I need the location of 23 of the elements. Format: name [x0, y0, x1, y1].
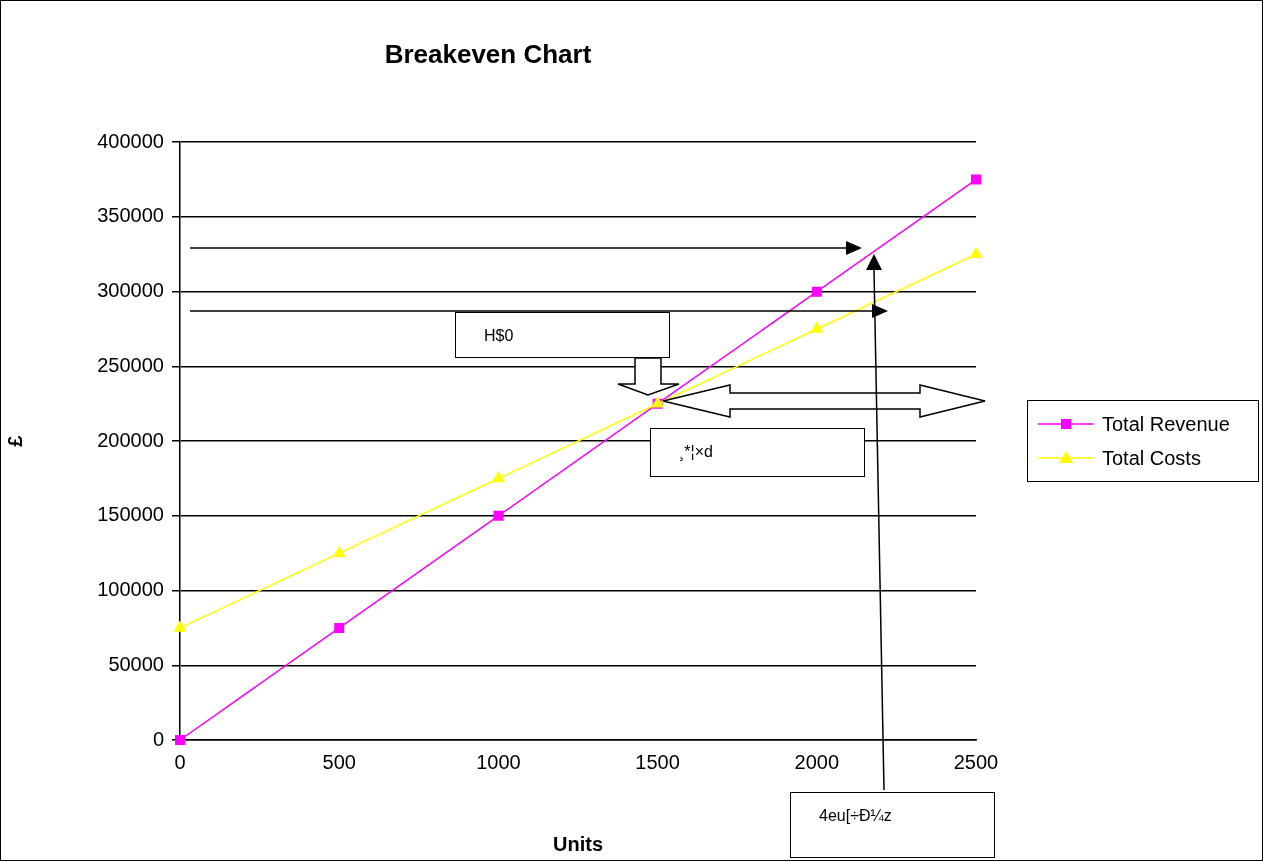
x-tick-label: 500: [322, 750, 356, 773]
y-tick-label: 200000: [97, 428, 164, 451]
callout-box: 4eu[÷Ð¼z: [790, 792, 995, 858]
y-tick-label: 250000: [97, 353, 164, 376]
y-tick-label: 0: [152, 727, 164, 750]
x-tick-label: 2500: [953, 750, 999, 773]
y-tick-label: 150000: [97, 503, 164, 526]
chart-title: Breakeven Chart: [384, 38, 592, 69]
x-axis-title: Units: [553, 832, 603, 855]
y-tick-label: 50000: [108, 652, 164, 675]
x-tick-label: 1000: [476, 750, 521, 773]
x-tick-label: 1500: [635, 750, 680, 773]
legend-label: Total Revenue: [1102, 412, 1230, 436]
callout-box: H$0: [455, 312, 670, 358]
x-tick-label: 2000: [794, 750, 840, 773]
legend-label: Total Costs: [1102, 446, 1201, 470]
y-tick-label: 100000: [97, 578, 164, 601]
y-axis-title: £: [3, 435, 26, 447]
y-tick-label: 400000: [97, 129, 164, 152]
callout-box: ¸*¦×d: [650, 428, 865, 477]
y-tick-label: 350000: [97, 204, 164, 227]
x-tick-label: 0: [174, 750, 186, 773]
y-tick-label: 300000: [97, 279, 164, 302]
